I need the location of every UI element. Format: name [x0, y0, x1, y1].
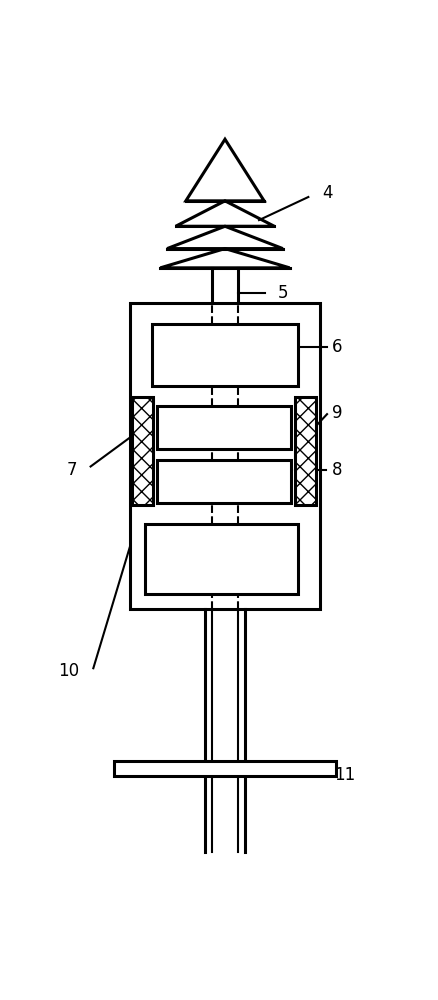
Bar — [294, 397, 315, 505]
Text: 6: 6 — [332, 338, 342, 356]
Text: 8: 8 — [332, 461, 342, 479]
Bar — [145, 524, 297, 594]
Text: 10: 10 — [58, 662, 79, 680]
Text: 9: 9 — [332, 404, 342, 422]
Text: 4: 4 — [321, 184, 332, 202]
Bar — [132, 397, 152, 505]
Text: 5: 5 — [277, 284, 288, 302]
Bar — [157, 460, 291, 503]
Bar — [114, 761, 335, 776]
Text: 11: 11 — [333, 766, 354, 784]
Bar — [130, 303, 320, 609]
Bar — [157, 406, 291, 449]
Text: 7: 7 — [66, 461, 77, 479]
Bar — [152, 324, 297, 386]
